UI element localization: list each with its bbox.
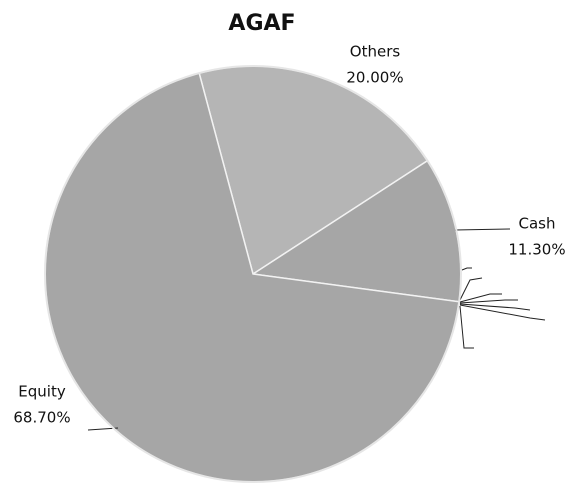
slice-value-label: 68.70% [13, 409, 70, 427]
leader-line [459, 277, 483, 301]
small-slice-leaders [459, 267, 546, 349]
pie-outline [44, 65, 462, 483]
leader-line [461, 267, 472, 271]
leader-line [459, 303, 531, 311]
slice-label: Cash [519, 215, 556, 233]
leader-line [459, 299, 518, 304]
slice-label: Others [350, 43, 401, 61]
leader-line [454, 228, 511, 231]
leader-line [459, 304, 546, 321]
slice-value-label: 20.00% [346, 69, 403, 87]
leader-line [459, 293, 502, 303]
slice-label: Equity [18, 383, 66, 401]
chart-title: AGAF [228, 11, 295, 36]
slice-value-label: 11.30% [508, 241, 565, 259]
leader-line [459, 305, 474, 349]
